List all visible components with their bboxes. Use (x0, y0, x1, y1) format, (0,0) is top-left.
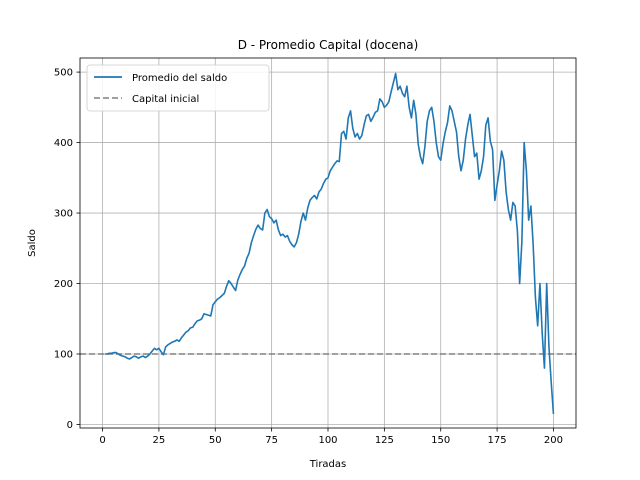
x-axis-ticks: 0 25 50 75 100 125 150 175 200 (99, 428, 563, 446)
x-tick-label: 150 (431, 435, 450, 446)
y-tick-label: 200 (54, 279, 73, 290)
y-tick-label: 300 (54, 209, 73, 220)
x-tick-label: 175 (488, 435, 507, 446)
x-tick-label: 25 (153, 435, 166, 446)
x-axis-label: Tiradas (309, 459, 347, 470)
x-tick-label: 75 (265, 435, 278, 446)
y-tick-label: 400 (54, 138, 73, 149)
x-tick-label: 100 (318, 435, 337, 446)
y-tick-label: 100 (54, 350, 73, 361)
series-layer (104, 72, 555, 414)
y-tick-label: 500 (54, 68, 73, 79)
promedio-saldo-line (104, 72, 555, 414)
legend-label-series: Promedio del saldo (132, 73, 227, 84)
x-tick-label: 125 (375, 435, 394, 446)
y-tick-label: 0 (67, 420, 73, 431)
x-tick-label: 50 (209, 435, 222, 446)
chart-title: D - Promedio Capital (docena) (238, 38, 419, 52)
x-tick-label: 200 (544, 435, 563, 446)
legend-box (86, 64, 270, 112)
y-axis-label: Saldo (27, 229, 38, 257)
legend: Promedio del saldo Capital inicial (86, 64, 270, 112)
legend-label-baseline: Capital inicial (132, 94, 199, 105)
y-axis-ticks: 0 100 200 300 400 500 (54, 68, 80, 431)
x-tick-label: 0 (99, 435, 105, 446)
